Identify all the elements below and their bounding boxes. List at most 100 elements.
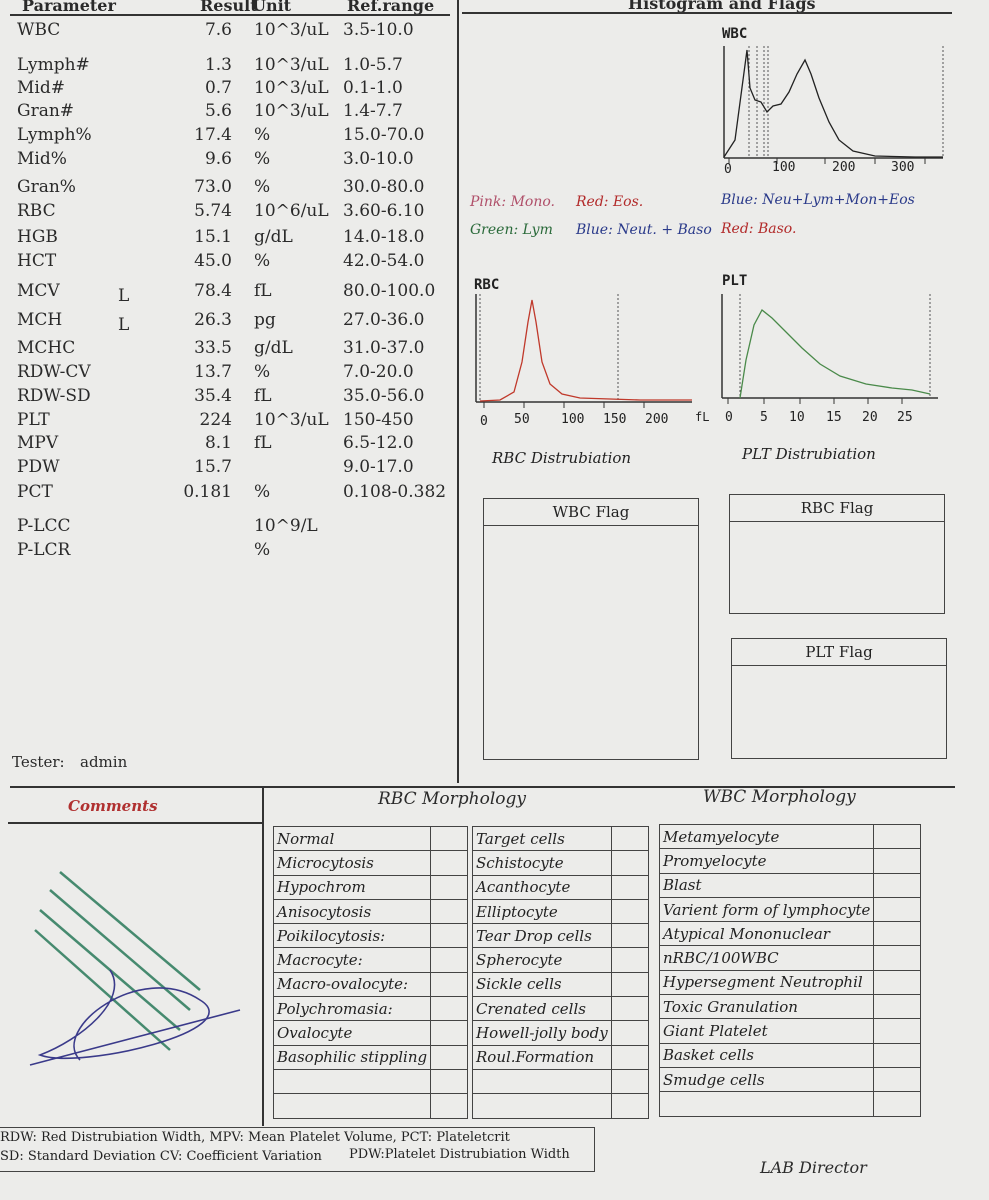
param-result: 5.74 — [194, 201, 232, 221]
morphology-checkbox[interactable] — [610, 996, 649, 1022]
morphology-checkbox[interactable] — [430, 1093, 469, 1119]
morphology-checkbox[interactable] — [873, 896, 922, 923]
param-result: 1.3 — [204, 55, 232, 75]
morphology-checkbox[interactable] — [430, 923, 469, 949]
morphology-checkbox[interactable] — [430, 898, 469, 925]
param-unit: fL — [254, 386, 272, 406]
param-name: Gran# — [17, 101, 75, 121]
morphology-checkbox[interactable] — [610, 825, 649, 852]
param-result: 7.6 — [204, 20, 232, 40]
lab-director-label: LAB Director — [760, 1158, 867, 1177]
morphology-checkbox[interactable] — [873, 1018, 922, 1044]
legend-green: Green: Lym — [470, 222, 553, 238]
morphology-item: Macrocyte: — [272, 947, 432, 973]
param-name: Lymph% — [17, 125, 92, 145]
param-ref: 27.0-36.0 — [343, 310, 425, 330]
param-ref: 3.0-10.0 — [343, 149, 414, 169]
param-unit: % — [254, 149, 271, 169]
plt-tick-10: 10 — [789, 410, 805, 425]
morphology-item: Promyelocyte — [658, 848, 875, 874]
morphology-checkbox[interactable] — [610, 1093, 649, 1119]
param-unit: 10^3/uL — [254, 55, 329, 75]
param-name: WBC — [17, 20, 61, 40]
param-result: 45.0 — [194, 251, 232, 271]
morphology-item: Spherocyte — [472, 947, 612, 973]
morphology-checkbox[interactable] — [610, 1068, 649, 1095]
morphology-checkbox[interactable] — [430, 996, 469, 1022]
footer-abbreviations-2: SD: Standard Deviation CV: Coefficient V… — [0, 1149, 322, 1164]
morphology-checkbox[interactable] — [873, 1091, 922, 1117]
morphology-checkbox[interactable] — [430, 971, 469, 998]
plt-tick-25: 25 — [897, 410, 913, 425]
legend-red: Red: Eos. — [576, 194, 644, 210]
morphology-checkbox[interactable] — [873, 823, 922, 850]
morphology-checkbox[interactable] — [430, 825, 469, 852]
plt-chart-title: PLT — [722, 273, 748, 289]
param-name: Gran% — [17, 177, 76, 197]
legend-blue-wbc: Blue: Neu+Lym+Mon+Eos — [721, 192, 915, 208]
morphology-item: Microcytosis — [272, 850, 432, 876]
morphology-checkbox[interactable] — [430, 1068, 469, 1095]
morphology-checkbox[interactable] — [610, 1044, 649, 1070]
param-name: P-LCR — [17, 540, 71, 560]
rbc-axis-unit: fL — [695, 410, 710, 424]
plt-tick-5: 5 — [760, 410, 768, 425]
rbc-distribution-caption: RBC Distrubiation — [492, 449, 632, 467]
morphology-checkbox[interactable] — [610, 850, 649, 876]
morphology-item: Normal — [272, 825, 432, 852]
morphology-checkbox[interactable] — [430, 1044, 469, 1070]
morphology-item: Poikilocytosis: — [272, 923, 432, 949]
comments-underline — [8, 822, 263, 824]
morphology-checkbox[interactable] — [873, 872, 922, 898]
rbc-tick-200: 200 — [645, 412, 669, 427]
morphology-checkbox[interactable] — [430, 947, 469, 973]
morphology-item: Anisocytosis — [272, 898, 432, 925]
morphology-item: Tear Drop cells — [472, 923, 612, 949]
rbc-histogram — [475, 294, 692, 408]
morphology-checkbox[interactable] — [873, 994, 922, 1020]
morphology-checkbox[interactable] — [610, 1020, 649, 1046]
morphology-checkbox[interactable] — [873, 969, 922, 996]
morphology-checkbox[interactable] — [873, 921, 922, 947]
rbc-morphology-table-2: Target cells Schistocyte Acanthocyte Ellipt… — [472, 825, 649, 1119]
param-ref: 30.0-80.0 — [343, 177, 425, 197]
param-unit: 10^3/uL — [254, 78, 329, 98]
param-unit: % — [254, 177, 271, 197]
param-unit: fL — [254, 433, 272, 453]
footer-abbreviations-1: RDW: Red Distrubiation Width, MPV: Mean … — [0, 1130, 510, 1145]
param-ref: 1.0-5.7 — [343, 55, 403, 75]
morphology-item: Hypochrom — [272, 874, 432, 900]
morphology-item: Roul.Formation — [472, 1044, 612, 1070]
param-result: 9.6 — [204, 149, 232, 169]
morphology-item: Acanthocyte — [472, 874, 612, 900]
param-ref: 0.1-1.0 — [343, 78, 403, 98]
param-ref: 7.0-20.0 — [343, 362, 414, 382]
morphology-checkbox[interactable] — [610, 923, 649, 949]
morphology-item: Metamyelocyte — [658, 823, 875, 850]
param-unit: 10^9/L — [254, 516, 318, 536]
param-result: 35.4 — [194, 386, 232, 406]
morphology-checkbox[interactable] — [610, 898, 649, 925]
param-result: 73.0 — [194, 177, 232, 197]
param-unit: g/dL — [254, 227, 293, 247]
morphology-checkbox[interactable] — [873, 1066, 922, 1093]
morphology-checkbox[interactable] — [610, 947, 649, 973]
wbc-tick-100: 100 — [772, 160, 796, 175]
morphology-checkbox[interactable] — [610, 971, 649, 998]
param-ref: 3.60-6.10 — [343, 201, 425, 221]
morphology-checkbox[interactable] — [610, 874, 649, 900]
morphology-checkbox[interactable] — [873, 1042, 922, 1068]
tester-value: admin — [80, 753, 128, 771]
morphology-item: Varient form of lymphocyte — [658, 896, 875, 923]
wbc-flag-title: WBC Flag — [484, 499, 698, 526]
wbc-tick-300: 300 — [891, 160, 915, 175]
rbc-morphology-title: RBC Morphology — [378, 789, 527, 809]
param-name: Mid# — [17, 78, 65, 98]
morphology-checkbox[interactable] — [873, 848, 922, 874]
param-name: HGB — [17, 227, 58, 247]
morphology-checkbox[interactable] — [873, 945, 922, 971]
morphology-checkbox[interactable] — [430, 874, 469, 900]
morphology-item: Polychromasia: — [272, 996, 432, 1022]
morphology-checkbox[interactable] — [430, 1020, 469, 1046]
morphology-checkbox[interactable] — [430, 850, 469, 876]
